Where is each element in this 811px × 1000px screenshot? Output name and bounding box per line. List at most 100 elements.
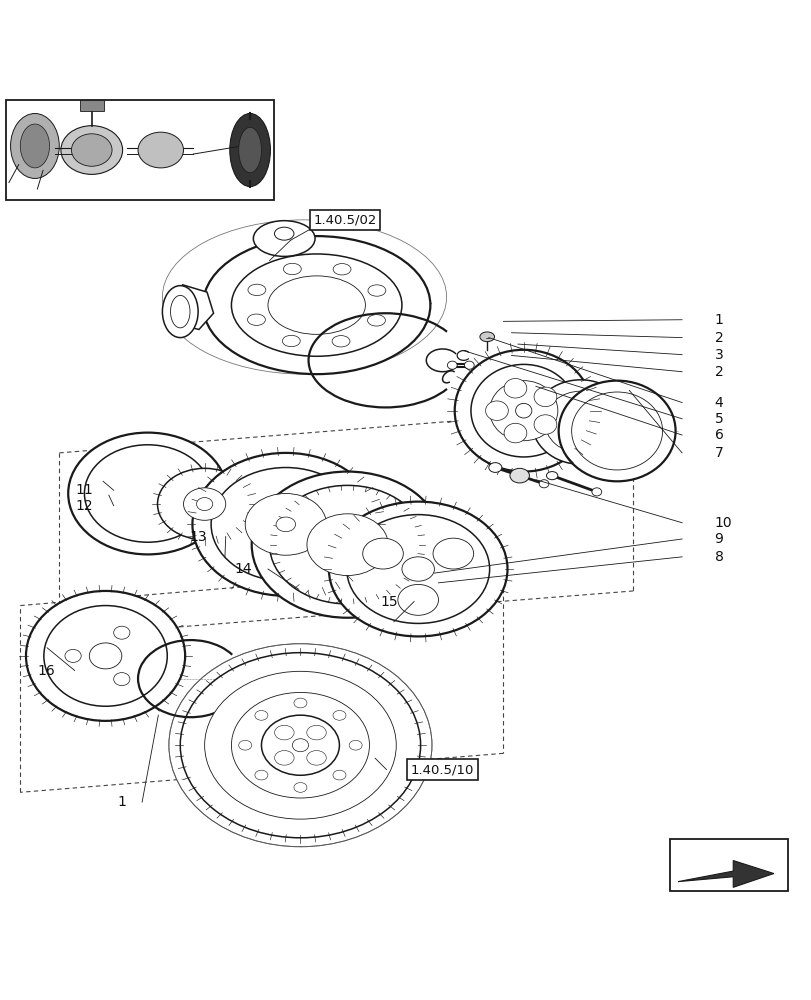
Ellipse shape [255,710,268,720]
Ellipse shape [333,710,345,720]
Text: 13: 13 [189,530,207,544]
Ellipse shape [162,286,198,338]
Ellipse shape [84,445,211,542]
Ellipse shape [346,515,489,623]
Ellipse shape [231,254,401,356]
Ellipse shape [447,361,457,369]
Ellipse shape [328,502,507,636]
Ellipse shape [504,379,526,398]
Ellipse shape [183,488,225,520]
Ellipse shape [255,770,268,780]
Ellipse shape [488,463,501,472]
Text: 2: 2 [714,331,723,345]
Ellipse shape [276,517,295,532]
Ellipse shape [464,361,474,369]
Text: 1: 1 [714,313,723,327]
Ellipse shape [294,783,307,792]
Ellipse shape [65,649,81,662]
Ellipse shape [333,264,350,275]
Ellipse shape [20,124,49,168]
Ellipse shape [180,653,420,838]
Ellipse shape [114,673,130,686]
Ellipse shape [211,468,360,581]
Ellipse shape [504,423,526,443]
Ellipse shape [307,514,388,576]
Ellipse shape [238,127,261,173]
Ellipse shape [157,468,251,540]
Ellipse shape [196,498,212,511]
Ellipse shape [261,715,339,775]
Text: 16: 16 [37,664,55,678]
Text: 1.40.5/02: 1.40.5/02 [313,213,376,226]
Ellipse shape [89,643,122,669]
Ellipse shape [454,350,592,472]
Ellipse shape [203,236,430,374]
Text: 10: 10 [714,516,732,530]
Ellipse shape [333,770,345,780]
Ellipse shape [44,606,167,706]
Text: 2: 2 [714,365,723,379]
Ellipse shape [170,295,190,328]
Ellipse shape [274,227,294,240]
Ellipse shape [247,284,265,296]
Bar [6,100,274,200]
Ellipse shape [515,403,531,418]
Ellipse shape [283,263,301,275]
Ellipse shape [68,433,227,554]
Ellipse shape [61,126,122,174]
Bar [79,100,104,111]
Ellipse shape [470,364,576,457]
Ellipse shape [349,740,362,750]
Text: 7: 7 [714,446,723,460]
Ellipse shape [247,314,265,325]
Text: 5: 5 [714,412,723,426]
Bar [669,839,787,891]
Text: 11: 11 [75,483,93,497]
Polygon shape [169,285,213,329]
Ellipse shape [294,698,307,708]
Ellipse shape [269,485,425,604]
Text: 12: 12 [75,499,93,513]
Ellipse shape [571,392,662,470]
Text: 4: 4 [714,396,723,410]
Ellipse shape [397,584,438,615]
Text: 3: 3 [714,348,723,362]
Ellipse shape [274,725,294,740]
Ellipse shape [274,751,294,765]
Ellipse shape [509,468,529,483]
Ellipse shape [204,671,396,819]
Ellipse shape [169,644,431,847]
Ellipse shape [231,692,369,798]
Ellipse shape [546,472,557,480]
Ellipse shape [251,472,443,618]
Ellipse shape [367,315,385,326]
Ellipse shape [531,380,629,464]
Ellipse shape [114,626,130,639]
Ellipse shape [544,391,616,453]
Ellipse shape [268,276,365,334]
Ellipse shape [401,557,434,581]
Ellipse shape [282,335,300,347]
Ellipse shape [26,591,185,721]
Text: 15: 15 [380,594,397,608]
Text: 14: 14 [234,562,251,576]
Ellipse shape [534,387,556,407]
Text: 1: 1 [117,795,126,809]
Ellipse shape [238,740,251,750]
Ellipse shape [485,401,508,420]
Ellipse shape [367,285,385,296]
Ellipse shape [591,488,601,496]
Ellipse shape [230,113,270,187]
Ellipse shape [307,751,326,765]
Ellipse shape [558,381,675,481]
Ellipse shape [489,381,557,441]
Text: 8: 8 [714,550,723,564]
Text: 6: 6 [714,428,723,442]
Text: 9: 9 [714,532,723,546]
Ellipse shape [479,332,494,342]
Ellipse shape [307,725,326,740]
Ellipse shape [292,739,308,752]
Ellipse shape [245,494,326,555]
Ellipse shape [192,453,379,596]
Ellipse shape [539,480,548,488]
